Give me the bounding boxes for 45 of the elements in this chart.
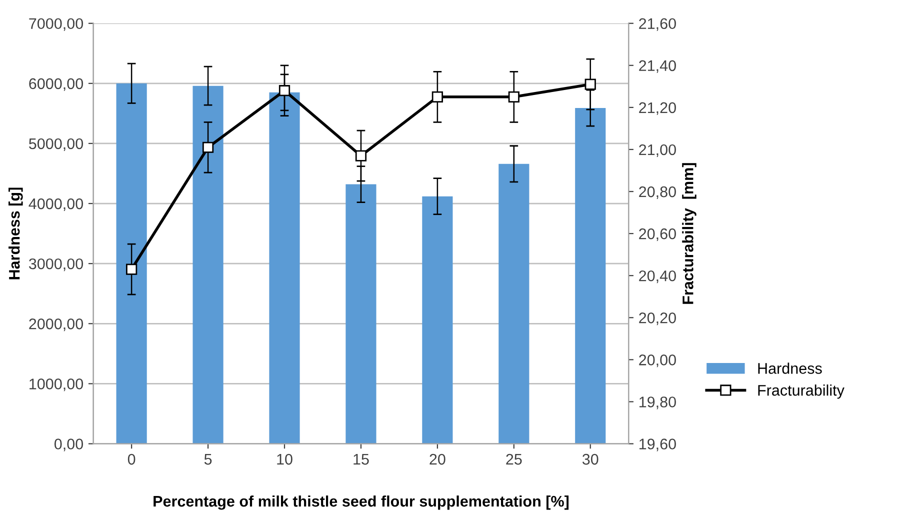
- point: [278, 85, 290, 96]
- x-tick-label: 5: [204, 454, 212, 465]
- x-tick-label: 10: [277, 454, 292, 465]
- legend-label: Hardness: [758, 362, 822, 374]
- y2-tick-label: 20,00: [639, 354, 676, 368]
- y-tick-label: 0,00: [54, 438, 84, 452]
- y-tick-label: 6000,00: [29, 78, 84, 91]
- y-tick-label: 5000,00: [29, 138, 84, 151]
- bar: [192, 86, 224, 444]
- point: [355, 150, 367, 162]
- x-tick-label: 0: [128, 454, 136, 465]
- bar: [116, 83, 147, 444]
- legend-label: Fracturability: [758, 384, 844, 399]
- point: [126, 264, 138, 275]
- y2-tick-label: 19,80: [639, 396, 676, 410]
- y-tick-label: 2000,00: [29, 318, 84, 332]
- x-axis-title: Percentage of milk thistle seed flour supplementation [%]: [154, 495, 569, 510]
- y2-tick-label: 19,60: [639, 438, 676, 452]
- y2-tick-label: 21,40: [639, 60, 676, 73]
- bar: [498, 164, 530, 444]
- y2-tick-label: 21,60: [639, 18, 676, 31]
- y2-tick-label: 20,40: [639, 270, 676, 284]
- bar: [346, 184, 376, 444]
- y2-tick-label: 21,00: [639, 144, 676, 157]
- bar: [575, 108, 606, 444]
- y-tick-label: 4000,00: [28, 198, 84, 212]
- y2-tick-label: 20,20: [639, 312, 676, 326]
- x-tick-label: 20: [430, 454, 446, 465]
- point: [432, 91, 443, 102]
- y2-tick-label: 20,60: [639, 228, 676, 242]
- x-tick-label: 15: [354, 454, 369, 465]
- y2-axis-title: Fracturability [mm]: [682, 163, 696, 304]
- point: [584, 78, 596, 90]
- y-tick-label: 3000,00: [28, 258, 84, 272]
- y-axis-title: Hardness [g]: [8, 188, 23, 280]
- point: [508, 91, 520, 102]
- y-tick-label: 7000,00: [29, 18, 84, 31]
- y2-tick-label: 21,20: [639, 102, 676, 115]
- bar: [422, 196, 453, 444]
- y-tick-label: 1000,00: [30, 378, 84, 392]
- x-tick-label: 30: [582, 454, 598, 465]
- point: [202, 142, 214, 153]
- x-tick-label: 25: [506, 454, 522, 465]
- y2-tick-label: 20,80: [639, 186, 676, 199]
- bar: [269, 92, 300, 444]
